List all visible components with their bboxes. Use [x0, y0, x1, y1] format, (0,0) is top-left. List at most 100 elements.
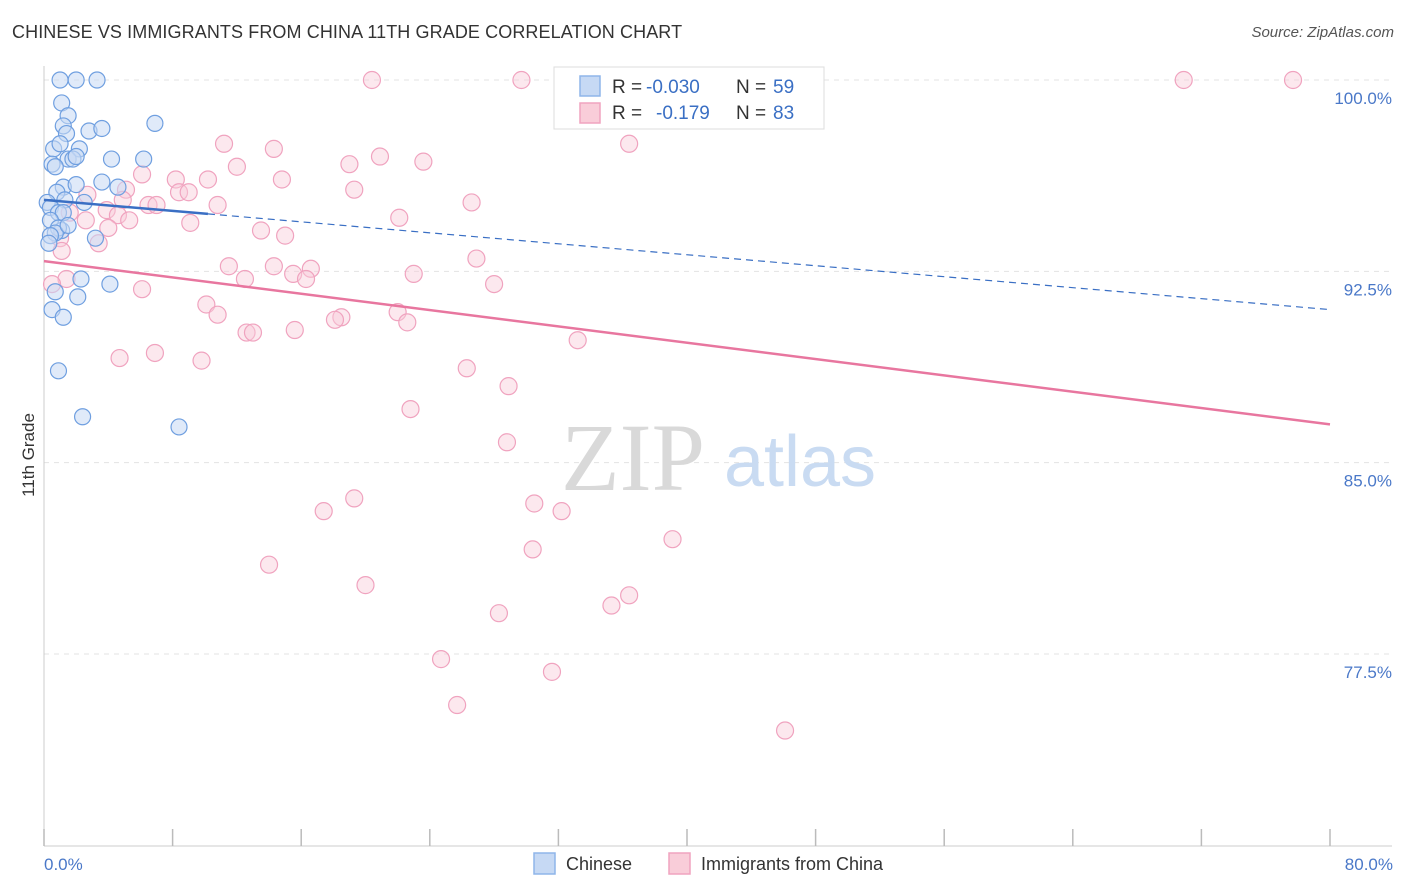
point-immigrants: [132, 280, 152, 299]
point-chinese: [67, 71, 85, 89]
point-immigrants: [390, 208, 409, 227]
point-immigrants: [485, 274, 504, 294]
point-immigrants: [208, 195, 227, 215]
point-immigrants: [370, 147, 390, 166]
point-immigrants: [457, 359, 476, 378]
point-chinese: [86, 229, 105, 247]
point-chinese: [102, 150, 121, 168]
bottom-legend-swatch-chinese: [533, 852, 556, 875]
legend-n-label-1: N =: [736, 77, 766, 98]
point-immigrants: [301, 259, 320, 278]
point-chinese: [109, 178, 127, 196]
legend-n-value-1: 59: [773, 77, 794, 98]
point-chinese: [51, 135, 69, 153]
point-immigrants: [512, 70, 531, 90]
point-immigrants: [525, 494, 544, 513]
point-immigrants: [398, 313, 417, 332]
point-immigrants: [243, 323, 263, 342]
trend-chinese-solid: [43, 198, 209, 216]
point-chinese: [146, 114, 164, 132]
point-immigrants: [568, 331, 587, 350]
trend-chinese-dashed: [207, 213, 1331, 311]
point-immigrants: [325, 310, 345, 329]
bottom-legend-swatch-immigrants: [668, 852, 691, 875]
legend-swatch-pink: [579, 102, 601, 124]
point-chinese: [49, 362, 68, 380]
point-immigrants: [259, 555, 279, 574]
point-immigrants: [467, 249, 486, 268]
point-immigrants: [99, 218, 118, 238]
point-chinese: [54, 308, 72, 326]
point-chinese: [40, 234, 58, 252]
point-chinese: [72, 270, 90, 288]
legend-r-label-1: R =: [612, 77, 642, 98]
point-immigrants: [227, 157, 246, 176]
point-immigrants: [345, 180, 364, 199]
point-immigrants: [1283, 70, 1303, 90]
point-immigrants: [272, 170, 292, 189]
point-chinese: [46, 283, 64, 301]
point-immigrants: [499, 377, 518, 396]
point-chinese: [46, 158, 64, 176]
legend-r-value-1: -0.030: [646, 77, 700, 98]
point-immigrants: [110, 348, 129, 368]
axes: [43, 66, 1392, 847]
point-immigrants: [340, 155, 359, 174]
bottom-legend: Chinese Immigrants from China: [533, 852, 884, 875]
point-chinese: [170, 418, 188, 436]
point-immigrants: [620, 586, 639, 605]
source-label: Source: ZipAtlas.com: [1251, 24, 1394, 41]
point-immigrants: [181, 213, 200, 232]
y-tick-label: 92.5%: [1344, 280, 1392, 299]
point-immigrants: [497, 433, 517, 452]
point-immigrants: [264, 139, 283, 158]
point-immigrants: [542, 662, 562, 681]
series-immigrants-points: [42, 70, 1303, 740]
legend-n-value-2: 83: [773, 103, 794, 124]
watermark: ZIP atlas: [561, 404, 876, 511]
point-immigrants: [663, 530, 682, 549]
point-immigrants: [169, 183, 189, 202]
legend-swatch-blue: [579, 75, 601, 97]
x-tick-label-max: 80.0%: [1345, 855, 1393, 874]
tick-labels: 100.0% 92.5% 85.0% 77.5% 0.0% 80.0%: [44, 89, 1393, 874]
point-immigrants: [208, 305, 227, 324]
grid-lines: [44, 79, 1392, 655]
chart-title: CHINESE VS IMMIGRANTS FROM CHINA 11TH GR…: [12, 22, 683, 42]
point-chinese: [67, 175, 85, 194]
point-immigrants: [237, 323, 256, 342]
point-immigrants: [489, 604, 509, 623]
point-immigrants: [523, 540, 542, 559]
x-tick-label-min: 0.0%: [44, 855, 83, 874]
point-immigrants: [264, 257, 283, 276]
point-chinese: [59, 216, 77, 235]
legend-n-label-2: N =: [736, 103, 766, 124]
point-immigrants: [404, 264, 423, 283]
y-tick-label: 100.0%: [1334, 89, 1392, 108]
point-immigrants: [345, 489, 364, 508]
point-chinese: [93, 173, 111, 191]
trend-lines: [43, 198, 1331, 426]
point-immigrants: [462, 193, 481, 212]
point-immigrants: [76, 211, 95, 230]
y-tick-label: 77.5%: [1344, 663, 1392, 682]
point-immigrants: [219, 257, 238, 276]
point-immigrants: [132, 165, 152, 184]
bottom-legend-immigrants: Immigrants from China: [701, 854, 884, 874]
point-immigrants: [52, 241, 71, 261]
point-immigrants: [775, 721, 795, 740]
point-immigrants: [552, 502, 571, 521]
point-immigrants: [251, 221, 271, 240]
point-immigrants: [179, 183, 198, 202]
point-chinese: [69, 288, 87, 306]
point-immigrants: [431, 650, 451, 669]
point-immigrants: [448, 695, 467, 715]
point-chinese: [101, 275, 119, 293]
legend-r-value-2: -0.179: [656, 103, 710, 124]
point-immigrants: [356, 576, 375, 595]
y-axis-label: 11th Grade: [19, 413, 38, 497]
bottom-legend-chinese: Chinese: [566, 854, 632, 874]
legend: R = -0.030 N = 59 R = -0.179 N = 83: [553, 66, 825, 130]
point-chinese: [51, 71, 69, 89]
